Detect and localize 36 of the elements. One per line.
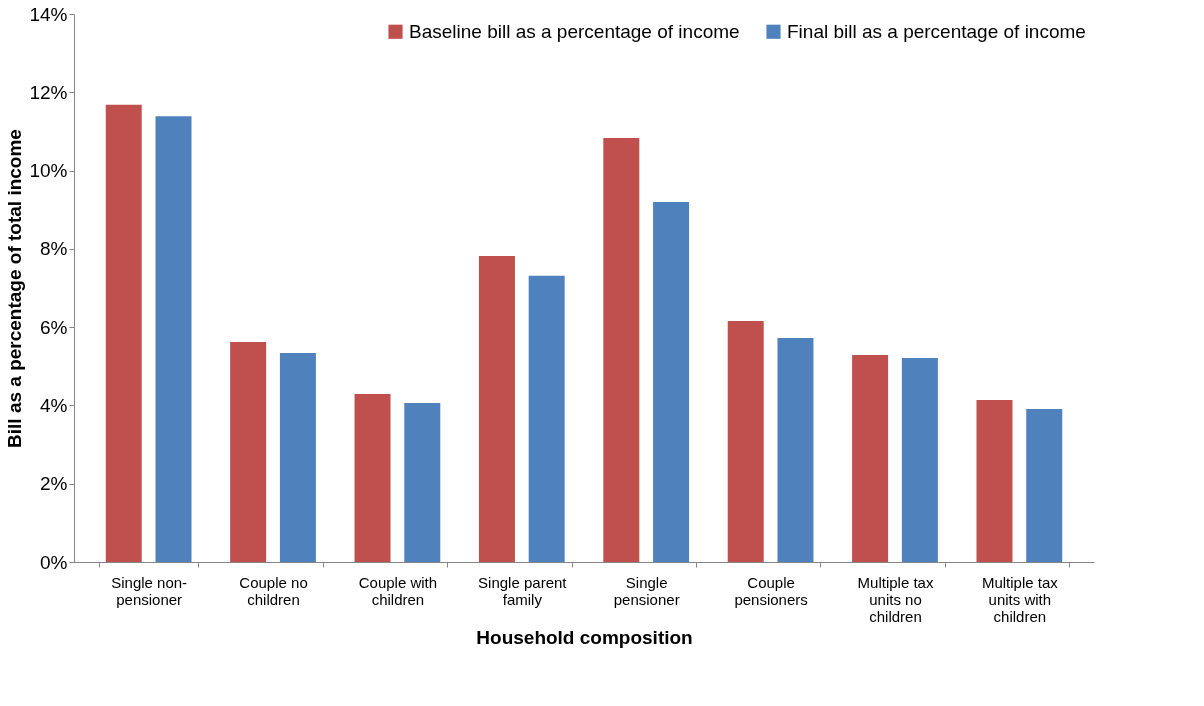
y-axis-title: Bill as a percentage of total income bbox=[4, 129, 26, 448]
y-tick-label: 14% bbox=[29, 3, 68, 25]
bar bbox=[478, 255, 515, 562]
bar bbox=[105, 104, 142, 562]
bar bbox=[155, 116, 192, 562]
x-tick-label: Multiple tax units no children bbox=[857, 573, 934, 625]
x-tick-label: Single non-pensioner bbox=[111, 573, 188, 608]
x-tick-label: Couple pensioners bbox=[734, 573, 808, 608]
bar bbox=[404, 403, 441, 562]
legend-label: Final bill as a percentage of income bbox=[787, 20, 1086, 42]
bar bbox=[777, 338, 814, 562]
x-tick-label: Single parent family bbox=[478, 573, 568, 608]
bar bbox=[653, 201, 690, 562]
x-axis-title: Household composition bbox=[476, 626, 693, 648]
bar bbox=[852, 354, 889, 562]
bar bbox=[976, 399, 1013, 562]
y-tick-label: 6% bbox=[40, 316, 68, 338]
bar bbox=[901, 358, 938, 562]
bar bbox=[603, 138, 640, 562]
bar bbox=[528, 275, 565, 562]
x-tick-label: Couple no children bbox=[239, 573, 308, 608]
x-tick-label: Single pensioner bbox=[613, 573, 680, 608]
y-tick-label: 4% bbox=[40, 394, 68, 416]
legend-label: Baseline bill as a percentage of income bbox=[409, 20, 740, 42]
x-tick-label: Couple with children bbox=[358, 573, 438, 608]
y-tick-label: 0% bbox=[40, 551, 68, 573]
x-tick-label: Multiple tax units with children bbox=[981, 573, 1059, 625]
bar bbox=[230, 342, 267, 562]
y-tick-label: 2% bbox=[40, 473, 68, 495]
bar bbox=[727, 320, 764, 562]
bar bbox=[1026, 408, 1063, 562]
y-tick-label: 10% bbox=[29, 160, 68, 182]
y-tick-label: 12% bbox=[29, 81, 68, 103]
bar bbox=[279, 352, 316, 562]
bar bbox=[354, 394, 391, 562]
y-tick-label: 8% bbox=[40, 238, 68, 260]
